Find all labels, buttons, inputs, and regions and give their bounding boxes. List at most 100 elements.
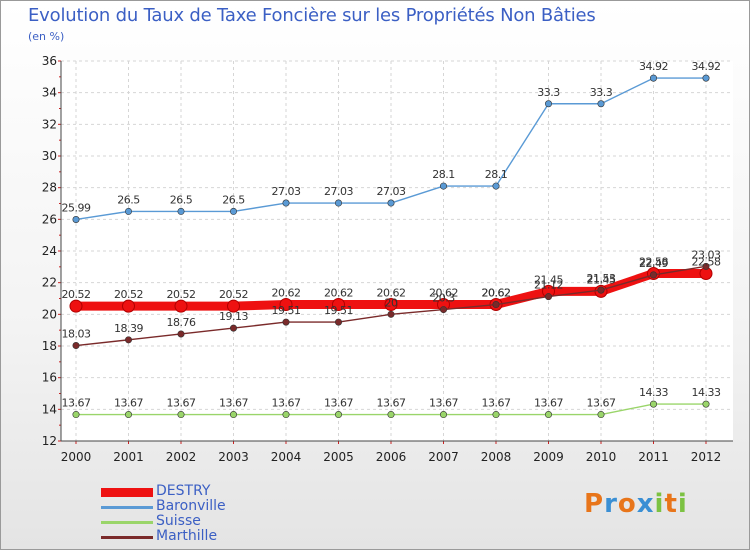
y-tick-label: 14 xyxy=(42,402,57,416)
point-marthille xyxy=(492,301,500,309)
data-label-baronville: 27.03 xyxy=(324,185,353,198)
point-baronville xyxy=(649,74,657,82)
point-suisse xyxy=(72,411,80,419)
logo-letter: P xyxy=(584,489,605,519)
point-baronville xyxy=(544,100,552,108)
data-label-destry: 20.62 xyxy=(377,287,406,300)
data-label-destry: 22.58 xyxy=(692,255,721,268)
y-tick-label: 22 xyxy=(42,276,57,290)
legend-item-suisse: Suisse xyxy=(101,513,301,530)
point-destry xyxy=(384,298,398,312)
data-label-destry: 20.62 xyxy=(272,287,301,300)
data-label-destry: 21.45 xyxy=(534,273,563,286)
y-tick-label: 20 xyxy=(42,307,57,321)
point-baronville xyxy=(177,207,185,215)
data-label-suisse: 13.67 xyxy=(377,397,406,410)
point-marthille xyxy=(439,306,447,314)
point-destry xyxy=(227,299,240,313)
data-label-marthille: 19.51 xyxy=(324,304,353,317)
legend-item-baronville: Baronville xyxy=(101,498,301,515)
y-tick-label: 26 xyxy=(42,212,57,226)
data-label-marthille: 19.13 xyxy=(219,310,248,323)
x-tick-label: 2011 xyxy=(638,450,669,464)
data-label-marthille: 20.62 xyxy=(482,287,511,300)
data-label-marthille: 20 xyxy=(385,296,398,309)
x-tick-label: 2008 xyxy=(481,450,512,464)
data-label-baronville: 26.5 xyxy=(117,193,140,206)
y-tick-label: 28 xyxy=(42,181,57,195)
logo-letter: x xyxy=(636,489,655,519)
point-baronville xyxy=(439,182,447,190)
point-baronville xyxy=(334,199,342,207)
point-suisse xyxy=(387,411,395,419)
point-destry xyxy=(69,299,83,313)
legend-swatch-destry xyxy=(101,488,153,497)
data-label-suisse: 13.67 xyxy=(429,397,458,410)
x-tick-label: 2001 xyxy=(113,450,144,464)
point-baronville xyxy=(125,207,133,215)
data-label-marthille: 19.51 xyxy=(272,304,301,317)
legend-label-marthille: Marthille xyxy=(156,528,218,544)
point-destry xyxy=(122,299,135,313)
data-label-marthille: 21.12 xyxy=(534,279,563,292)
proxiti-logo: Proxiti xyxy=(584,489,688,519)
x-tick-label: 2004 xyxy=(271,450,302,464)
y-tick-label: 36 xyxy=(42,54,57,68)
point-marthille xyxy=(282,318,290,326)
data-label-baronville: 27.03 xyxy=(377,185,406,198)
logo-letter: t xyxy=(664,489,678,519)
y-tick-label: 16 xyxy=(42,371,57,385)
point-marthille xyxy=(597,286,605,294)
data-label-marthille: 21.53 xyxy=(587,272,616,285)
data-label-marthille: 23.03 xyxy=(692,248,721,261)
legend-swatch-suisse xyxy=(101,521,153,524)
data-label-baronville: 28.1 xyxy=(485,168,508,181)
point-suisse xyxy=(702,400,710,408)
chart-title: Evolution du Taux de Taxe Foncière sur l… xyxy=(28,5,596,26)
data-label-suisse: 13.67 xyxy=(587,397,616,410)
data-label-destry: 20.52 xyxy=(62,288,91,301)
data-label-baronville: 34.92 xyxy=(639,60,668,73)
data-label-destry: 21.45 xyxy=(587,273,616,286)
legend-label-baronville: Baronville xyxy=(156,498,226,514)
data-label-suisse: 13.67 xyxy=(167,397,196,410)
point-suisse xyxy=(230,411,238,419)
point-destry xyxy=(332,298,345,312)
x-tick-label: 2010 xyxy=(586,450,617,464)
y-tick-label: 32 xyxy=(42,117,57,131)
point-baronville xyxy=(387,199,395,207)
y-tick-label: 30 xyxy=(42,149,57,163)
data-label-baronville: 26.5 xyxy=(170,193,193,206)
data-label-baronville: 28.1 xyxy=(432,168,455,181)
data-label-suisse: 14.33 xyxy=(692,386,721,399)
data-label-destry: 20.62 xyxy=(324,287,353,300)
point-baronville xyxy=(702,74,710,82)
point-suisse xyxy=(544,411,552,419)
data-label-marthille: 22.49 xyxy=(639,257,668,270)
data-label-destry: 20.52 xyxy=(219,288,248,301)
data-label-baronville: 33.3 xyxy=(537,86,560,99)
y-tick-label: 12 xyxy=(42,434,57,448)
point-marthille xyxy=(544,293,552,301)
data-label-marthille: 18.03 xyxy=(62,328,91,341)
data-label-marthille: 18.76 xyxy=(167,316,196,329)
data-label-destry: 20.52 xyxy=(167,288,196,301)
axes: 12 14 16 18 20 22 24 26 28 30 32 34 36 2000 2001 2002 20… xyxy=(42,54,733,464)
data-label-marthille: 20.3 xyxy=(432,292,455,305)
point-suisse xyxy=(125,411,133,419)
point-suisse xyxy=(334,411,342,419)
data-label-baronville: 33.3 xyxy=(590,86,613,99)
point-marthille xyxy=(230,324,238,332)
x-tick-label: 2006 xyxy=(376,450,407,464)
point-suisse xyxy=(177,411,185,419)
data-labels: 20.52 20.52 20.52 20.52 20.62 20.62 20.62 20.62… xyxy=(62,60,722,410)
data-label-baronville: 25.99 xyxy=(62,201,91,214)
series-layer xyxy=(69,74,713,419)
data-label-destry: 20.52 xyxy=(114,288,143,301)
legend-swatch-marthille xyxy=(101,536,153,539)
x-tick-label: 2007 xyxy=(428,450,459,464)
x-tick-label: 2003 xyxy=(218,450,249,464)
legend-label-destry: DESTRY xyxy=(156,483,211,499)
point-marthille xyxy=(702,262,710,270)
